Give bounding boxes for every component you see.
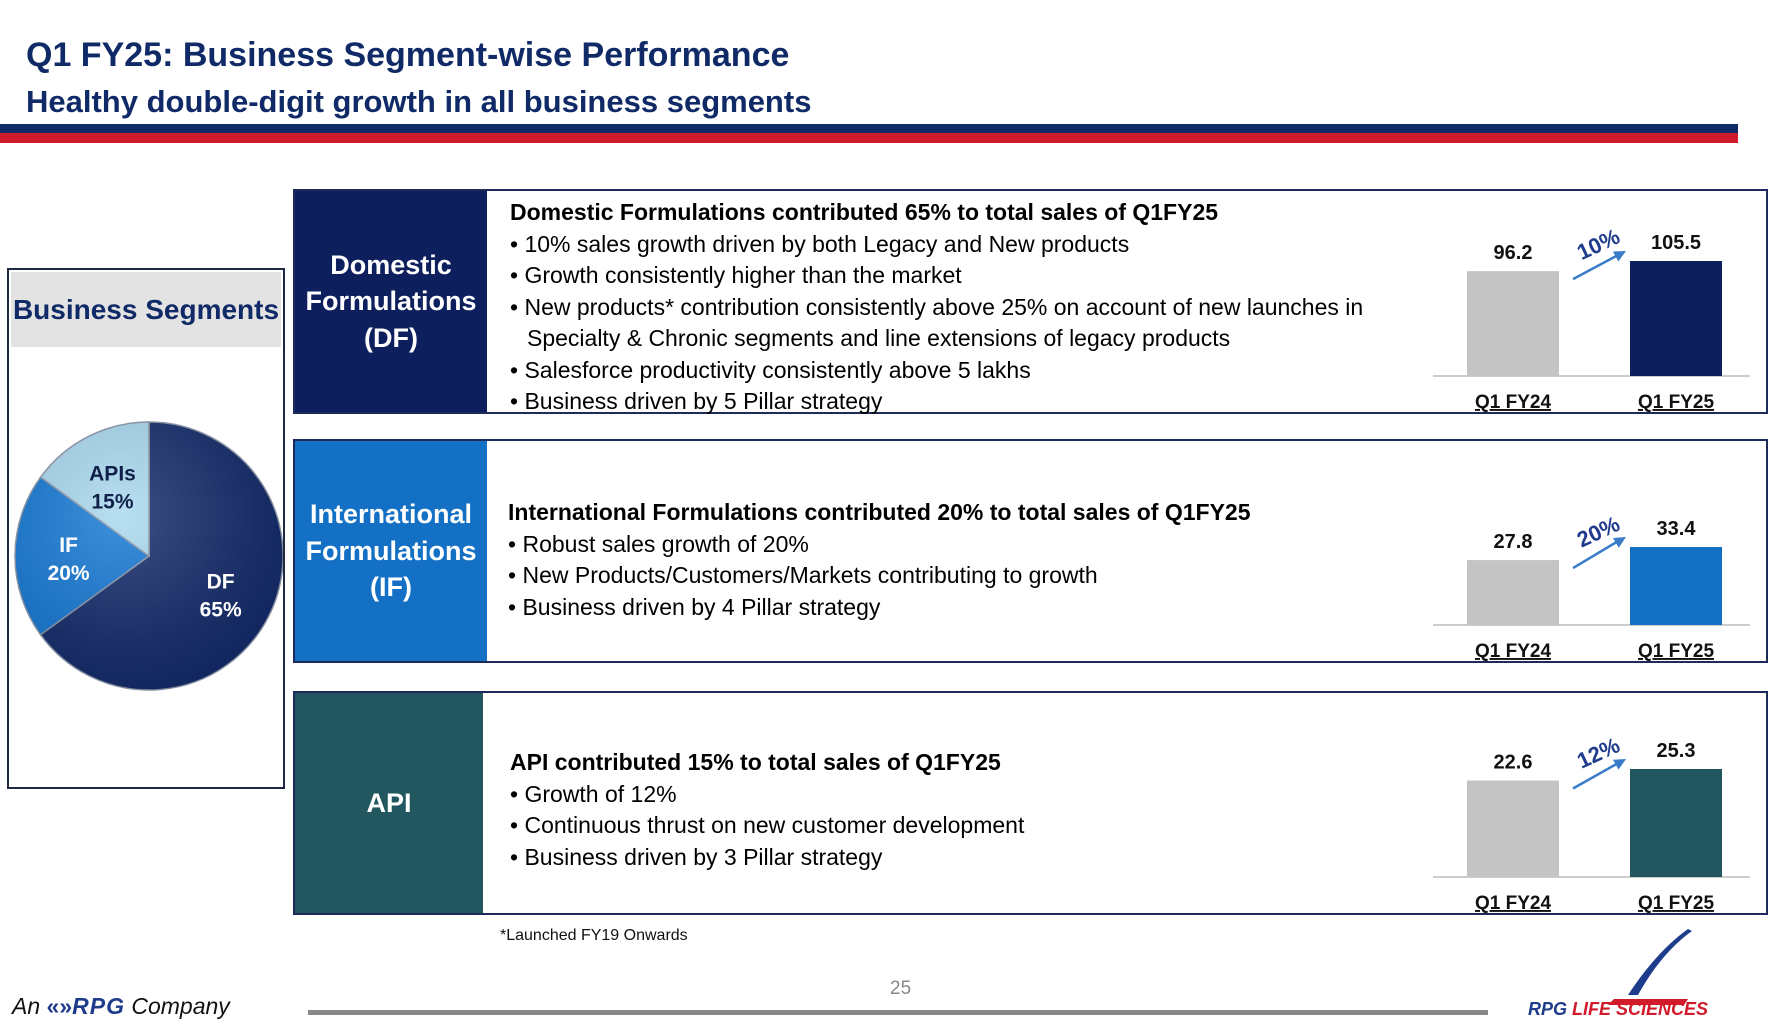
row-text-api: API contributed 15% to total sales of Q1… (510, 747, 1420, 873)
bar-q1-fy24 (1467, 560, 1559, 625)
bar-value-label: 96.2 (1494, 242, 1533, 264)
rpg-company-logo: An «»RPG Company (12, 993, 230, 1019)
category-label: Q1 FY25 (1638, 392, 1714, 412)
pie-pct-df: 65% (200, 599, 242, 622)
bar-q1-fy24 (1467, 780, 1559, 877)
growth-label: 20% (1573, 511, 1623, 552)
category-label: Q1 FY25 (1638, 893, 1714, 913)
row-api: API API contributed 15% to total sales o… (293, 691, 1768, 915)
api-sales-bar-chart: 22.6 Q1 FY24 25.3 Q1 FY25 12% (1433, 732, 1750, 913)
growth-label: 12% (1573, 732, 1623, 773)
bar-value-label: 33.4 (1657, 518, 1697, 540)
header-rule-navy (0, 124, 1738, 133)
business-segments-heading: Business Segments (11, 272, 281, 347)
slide-subtitle: Healthy double-digit growth in all busin… (26, 84, 812, 119)
pie-label-if: IF (59, 534, 78, 557)
pie-pct-if: 20% (48, 562, 90, 585)
category-label: Q1 FY24 (1475, 893, 1551, 913)
segments-pie-chart: DF 65% IF 20% APIs 15% (14, 421, 283, 691)
pie-label-apis: APIs (89, 462, 136, 485)
bar-q1-fy25 (1630, 547, 1722, 625)
df-bullet: • 10% sales growth driven by both Legacy… (510, 230, 1130, 257)
bar-value-label: 27.8 (1494, 531, 1533, 553)
growth-arrow (1572, 759, 1626, 790)
footnote: *Launched FY19 Onwards (500, 927, 688, 944)
header-rule-red (0, 133, 1738, 143)
row-international-formulations: International Formulations (IF) Internat… (293, 439, 1768, 663)
pie-label-df: DF (207, 571, 235, 594)
category-label: Q1 FY24 (1475, 392, 1551, 412)
if-headline: International Formulations contributed 2… (508, 499, 1251, 525)
df-headline: Domestic Formulations contributed 65% to… (510, 199, 1219, 225)
rpg-chevron-icon: «» (46, 993, 73, 1019)
bar-value-label: 105.5 (1651, 232, 1701, 254)
growth-label: 10% (1573, 224, 1623, 265)
swoosh-icon (1608, 929, 1692, 1005)
api-bullet: • Continuous thrust on new customer deve… (510, 812, 1025, 838)
df-bullet: • Business driven by 5 Pillar strategy (510, 388, 883, 414)
row-text-df: Domestic Formulations contributed 65% to… (510, 197, 1420, 418)
category-label: Q1 FY25 (1638, 641, 1714, 661)
row-label-if: International Formulations (IF) (295, 441, 487, 661)
bar-q1-fy25 (1630, 261, 1722, 376)
if-sales-bar-chart: 27.8 Q1 FY24 33.4 Q1 FY25 20% (1433, 511, 1750, 661)
bar-q1-fy24 (1467, 271, 1559, 376)
df-sales-bar-chart: 96.2 Q1 FY24 105.5 Q1 FY25 10% (1433, 224, 1750, 412)
api-headline: API contributed 15% to total sales of Q1… (510, 749, 1001, 775)
bar-q1-fy25 (1630, 769, 1722, 877)
category-label: Q1 FY24 (1475, 641, 1551, 661)
api-bullet: • Business driven by 3 Pillar strategy (510, 843, 883, 870)
growth-arrow (1572, 537, 1626, 570)
growth-arrow (1572, 251, 1626, 281)
pie-pct-apis: 15% (91, 490, 133, 513)
page-number: 25 (890, 978, 912, 999)
api-bullet: • Growth of 12% (510, 780, 677, 807)
df-bullet: • Salesforce productivity consistently a… (510, 356, 1031, 383)
if-bullet: • Robust sales growth of 20% (508, 530, 809, 557)
if-bullet: • Business driven by 4 Pillar strategy (508, 593, 881, 620)
if-bullet: • New Products/Customers/Markets contrib… (508, 562, 1098, 588)
row-domestic-formulations: Domestic Formulations (DF) Domestic Form… (293, 189, 1768, 414)
df-bullet: • New products* contribution consistentl… (510, 293, 1364, 352)
row-label-df: Domestic Formulations (DF) (295, 191, 487, 412)
business-segments-panel: Business Segments DF 65% IF 20% APIs 15% (7, 268, 285, 789)
df-bullet: • Growth consistently higher than the ma… (510, 262, 962, 288)
bar-value-label: 25.3 (1657, 740, 1696, 762)
row-text-if: International Formulations contributed 2… (508, 497, 1418, 623)
rpg-life-sciences-logo: RPG LIFE SCIENCES (1528, 925, 1756, 1025)
bar-value-label: 22.6 (1494, 752, 1533, 774)
footer-rule (308, 1010, 1488, 1015)
slide-title: Q1 FY25: Business Segment-wise Performan… (26, 36, 790, 74)
row-label-api: API (295, 693, 483, 913)
